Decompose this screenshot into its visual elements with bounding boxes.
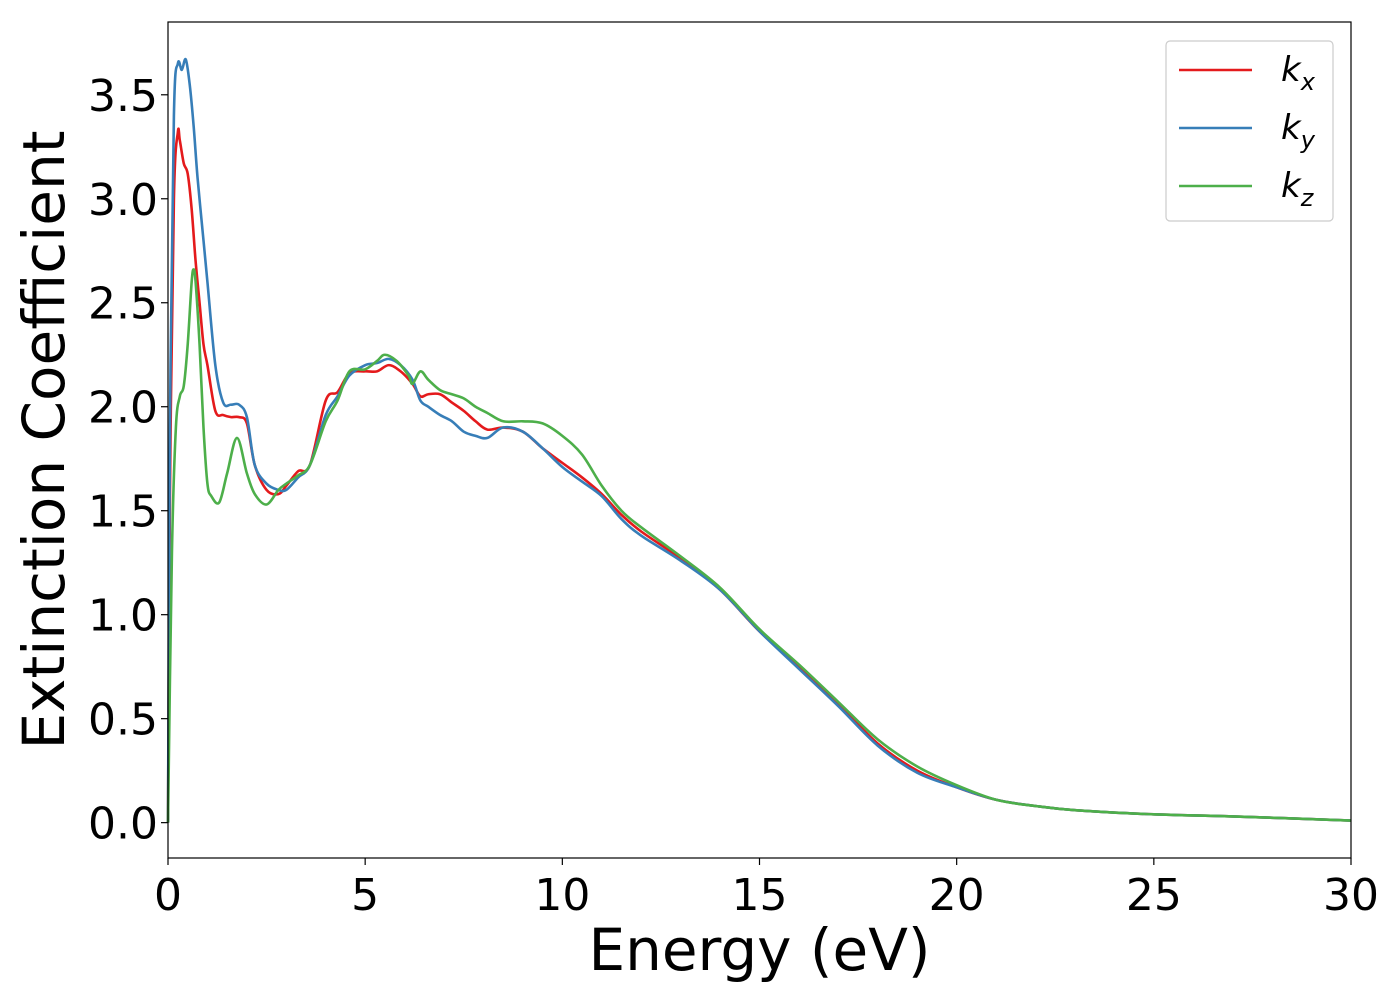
series-line-z [166, 268, 1352, 823]
x-axis-label: Energy (eV) [588, 916, 930, 984]
y-tick-label: 3.5 [88, 71, 158, 122]
y-axis-label: Extinction Coefficient [10, 131, 78, 750]
y-tick-label: 2.0 [88, 383, 158, 434]
x-tick-label: 15 [732, 870, 788, 921]
y-tick-label: 0.5 [88, 695, 158, 746]
x-tick-label: 10 [534, 870, 590, 921]
y-tick-label: 3.0 [88, 175, 158, 226]
legend-label-y: ky [1281, 108, 1316, 154]
x-tick-label: 25 [1126, 870, 1182, 921]
x-axis: 0 5 10 15 20 25 30 [154, 858, 1379, 921]
y-tick-label: 1.5 [88, 487, 158, 538]
x-tick-label: 0 [154, 870, 182, 921]
plot-lines [166, 57, 1352, 823]
y-tick-label: 0.0 [88, 799, 158, 850]
y-tick-label: 2.5 [88, 279, 158, 330]
legend-label-z: kz [1281, 166, 1315, 212]
y-axis: 0.0 0.5 1.0 1.5 2.0 2.5 3.0 3.5 [88, 71, 168, 850]
x-tick-label: 5 [351, 870, 379, 921]
legend-label-x: kx [1281, 50, 1316, 96]
legend-box [1165, 40, 1334, 222]
series-line-x [166, 127, 1352, 823]
y-tick-label: 1.0 [88, 591, 158, 642]
legend: kx ky kz [1165, 40, 1334, 222]
x-tick-label: 20 [929, 870, 985, 921]
x-tick-label: 30 [1323, 870, 1379, 921]
